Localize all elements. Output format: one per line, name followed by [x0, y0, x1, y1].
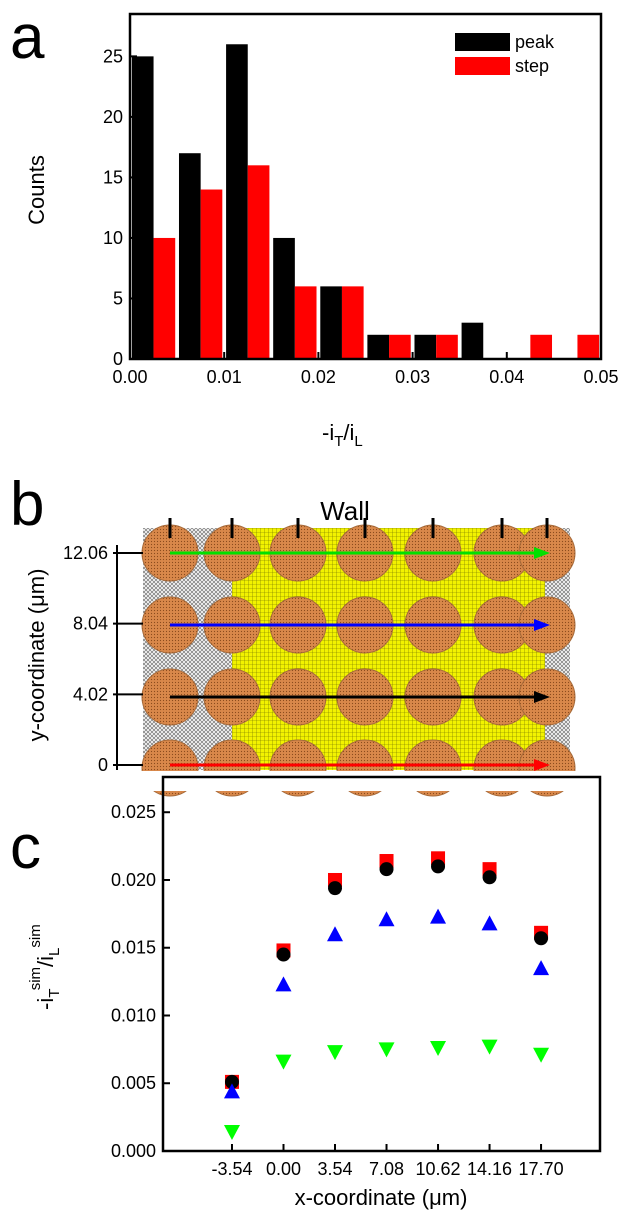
marker	[430, 1041, 447, 1057]
arrow-head	[534, 619, 550, 631]
marker	[276, 947, 291, 962]
y-tick-label: 0.010	[111, 1005, 156, 1025]
marker	[378, 1042, 395, 1058]
arrow-head	[534, 691, 550, 703]
bar	[461, 322, 484, 359]
bar	[367, 334, 390, 359]
x-tick-label: 7.08	[369, 1159, 404, 1179]
legend-swatch	[455, 57, 510, 75]
axis-label-part: sim	[27, 967, 44, 990]
marker	[481, 915, 498, 931]
y-tick-label: 25	[103, 46, 123, 66]
bar	[178, 153, 201, 359]
panel-title: Wall	[320, 496, 370, 526]
panel-letter: b	[10, 470, 44, 539]
arrow-head	[534, 547, 550, 559]
bar	[226, 44, 248, 360]
bar	[320, 286, 342, 359]
axis-label-part: L	[354, 433, 362, 450]
marker	[275, 1054, 292, 1070]
x-tick-label: 0.04	[489, 367, 524, 387]
marker	[482, 870, 497, 885]
y-tick-label: 8.04	[73, 614, 108, 634]
y-tick-label: 12.06	[63, 543, 108, 563]
bar	[294, 286, 317, 359]
image-bottom-clip	[140, 771, 580, 791]
bar	[530, 334, 553, 359]
axis-label-part: -i	[33, 998, 58, 1010]
axis-label-part: T	[334, 433, 343, 450]
axis-label: -iT/iL	[322, 420, 363, 450]
y-tick-label: 20	[103, 107, 123, 127]
y-tick-label: 0	[98, 755, 108, 775]
marker	[533, 1047, 550, 1063]
x-axis-label: x-coordinate (μm)	[295, 1185, 468, 1210]
axis-label-part: L	[46, 948, 63, 956]
bar	[247, 165, 270, 359]
axis-label-part: sim	[27, 924, 44, 947]
marker	[328, 881, 343, 896]
plot-frame	[161, 775, 602, 1153]
panel-letter: a	[10, 3, 45, 72]
y-tick-label: 0	[113, 349, 123, 369]
y-tick-label: 5	[113, 288, 123, 308]
y-tick-label: 15	[103, 167, 123, 187]
bar	[131, 56, 154, 360]
marker	[378, 911, 395, 927]
x-tick-label: 0.00	[266, 1159, 301, 1179]
x-tick-label: 17.70	[519, 1159, 564, 1179]
bar	[436, 334, 458, 359]
marker	[223, 1083, 240, 1099]
x-tick-label: 0.02	[301, 367, 336, 387]
y-tick-label: 0.005	[111, 1073, 156, 1093]
legend-swatch	[455, 33, 510, 51]
plot-frame	[128, 12, 603, 361]
marker	[481, 1039, 498, 1055]
y-tick-label: 10	[103, 228, 123, 248]
marker	[275, 976, 292, 992]
arrow-head	[534, 759, 550, 771]
axis-label-part: T	[46, 989, 63, 998]
bar	[577, 334, 600, 359]
x-tick-label: 3.54	[317, 1159, 352, 1179]
y-tick-label: 4.02	[73, 684, 108, 704]
marker	[431, 859, 446, 874]
x-tick-label: 0.05	[583, 367, 618, 387]
x-tick-label: 0.01	[207, 367, 242, 387]
y-tick-label: 0.020	[111, 870, 156, 890]
axis-label-part: /i	[33, 956, 58, 967]
x-tick-label: 10.62	[416, 1159, 461, 1179]
marker	[533, 960, 550, 976]
legend-label: peak	[515, 32, 555, 52]
bar	[200, 189, 223, 359]
x-tick-label: -3.54	[211, 1159, 252, 1179]
axis-label-part: /i	[343, 420, 354, 445]
marker	[379, 862, 394, 877]
bar	[341, 286, 364, 359]
y-axis-label: Counts	[24, 155, 49, 225]
bar	[273, 237, 295, 359]
marker	[430, 908, 447, 924]
y-tick-label: 0.015	[111, 938, 156, 958]
y-tick-label: 0.000	[111, 1141, 156, 1161]
panel-letter: c	[10, 813, 41, 882]
bar	[414, 334, 437, 359]
x-tick-label: 0.03	[395, 367, 430, 387]
marker	[327, 926, 344, 942]
axis-label-part: -i	[322, 420, 334, 445]
y-axis-label: y-coordinate (μm)	[24, 569, 49, 742]
marker	[327, 1045, 344, 1061]
x-tick-label: 0.00	[112, 367, 147, 387]
marker	[224, 1074, 239, 1089]
bar	[153, 237, 176, 359]
axis-label: -iTsim/iLsim	[27, 924, 63, 1010]
marker	[223, 1125, 240, 1141]
bar	[389, 334, 411, 359]
legend-label: step	[515, 56, 549, 76]
marker	[534, 931, 549, 946]
y-tick-label: 0.025	[111, 802, 156, 822]
x-tick-label: 14.16	[467, 1159, 512, 1179]
